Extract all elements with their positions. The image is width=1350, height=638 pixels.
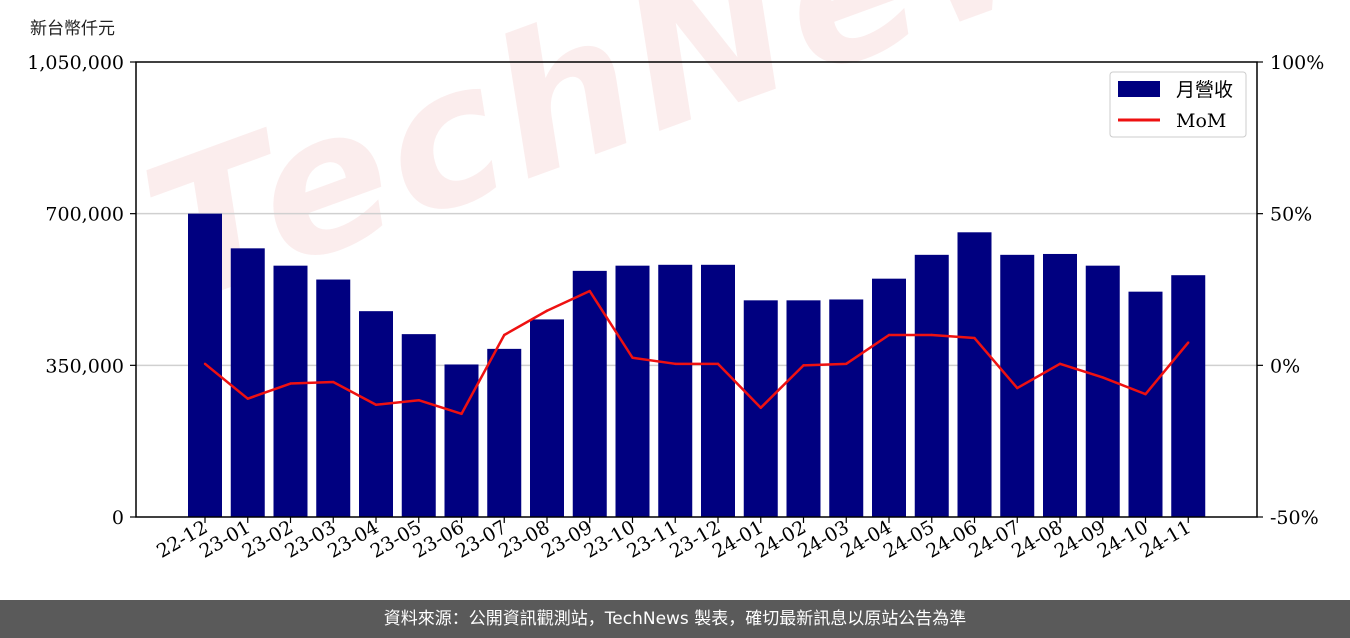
mom-point-24-07 bbox=[1016, 386, 1019, 390]
mom-point-23-08 bbox=[545, 309, 549, 312]
legend-label-mom: MoM bbox=[1176, 110, 1226, 132]
mom-point-24-04 bbox=[887, 333, 891, 337]
mom-point-23-03 bbox=[332, 380, 335, 384]
mom-point-23-01 bbox=[246, 397, 249, 400]
mom-point-24-02 bbox=[802, 364, 805, 367]
left-tick-label: 1,050,000 bbox=[27, 52, 124, 74]
bar-23-07 bbox=[487, 348, 522, 517]
bar-23-09 bbox=[572, 270, 607, 517]
bar-23-05 bbox=[401, 334, 436, 517]
bar-24-06 bbox=[957, 232, 992, 518]
mom-point-22-12 bbox=[203, 362, 207, 366]
source-footer: 資料來源：公開資訊觀測站，TechNews 製表，確切最新訊息以原站公告為準 bbox=[0, 600, 1350, 638]
bar-23-01 bbox=[230, 248, 265, 518]
bar-23-10 bbox=[615, 265, 650, 517]
plot-frame bbox=[135, 61, 1258, 518]
mom-point-23-02 bbox=[289, 382, 292, 385]
bar-24-02 bbox=[786, 300, 821, 517]
bar-24-09 bbox=[1085, 265, 1120, 517]
mom-point-24-05 bbox=[930, 333, 933, 337]
mom-line bbox=[204, 289, 1190, 416]
right-tick-label: 100% bbox=[1270, 52, 1324, 74]
right-tick-label: -50% bbox=[1270, 507, 1319, 529]
mom-point-24-08 bbox=[1058, 362, 1062, 366]
mom-point-24-01 bbox=[759, 406, 762, 409]
mom-point-24-09 bbox=[1101, 376, 1104, 379]
mom-point-24-10 bbox=[1144, 392, 1147, 396]
mom-point-23-06 bbox=[460, 412, 463, 416]
left-tick-label: 700,000 bbox=[45, 204, 124, 226]
bar-24-10 bbox=[1128, 291, 1163, 517]
right-tick-label: 0% bbox=[1270, 355, 1300, 377]
bar-24-08 bbox=[1043, 253, 1077, 517]
mom-point-23-12 bbox=[716, 362, 720, 366]
bar-23-04 bbox=[359, 311, 393, 517]
bar-24-04 bbox=[872, 278, 906, 517]
mom-point-23-10 bbox=[631, 356, 634, 359]
bar-24-03 bbox=[829, 299, 864, 517]
mom-point-24-06 bbox=[973, 336, 976, 340]
revenue-chart: 0350,000700,0001,050,000-50%0%50%100%22-… bbox=[27, 52, 1324, 563]
legend-swatch-bar bbox=[1118, 81, 1160, 97]
mom-point-23-04 bbox=[374, 403, 378, 406]
bar-23-12 bbox=[701, 264, 735, 517]
bar-24-11 bbox=[1171, 275, 1206, 517]
bar-23-11 bbox=[658, 264, 693, 517]
mom-point-23-09 bbox=[588, 289, 591, 293]
bar-24-05 bbox=[914, 254, 949, 518]
left-tick-label: 350,000 bbox=[45, 355, 124, 377]
left-tick-label: 0 bbox=[112, 507, 124, 529]
bar-23-08 bbox=[530, 319, 564, 517]
mom-point-23-11 bbox=[674, 362, 677, 366]
bar-23-06 bbox=[444, 364, 479, 517]
bar-23-02 bbox=[273, 265, 308, 517]
mom-line-series bbox=[203, 289, 1190, 416]
mom-point-23-07 bbox=[503, 333, 506, 337]
mom-point-23-05 bbox=[417, 399, 420, 402]
right-tick-label: 50% bbox=[1270, 204, 1312, 226]
y-axis-unit-label: 新台幣仟元 bbox=[30, 19, 115, 39]
bar-24-07 bbox=[1000, 254, 1035, 518]
legend: 月營收 MoM bbox=[1109, 71, 1247, 138]
x-tick-label: 24-11 bbox=[1136, 516, 1194, 562]
mom-point-24-03 bbox=[845, 362, 848, 366]
legend-label-revenue: 月營收 bbox=[1176, 79, 1233, 101]
mom-point-24-11 bbox=[1187, 341, 1190, 344]
bar-23-03 bbox=[316, 279, 351, 517]
